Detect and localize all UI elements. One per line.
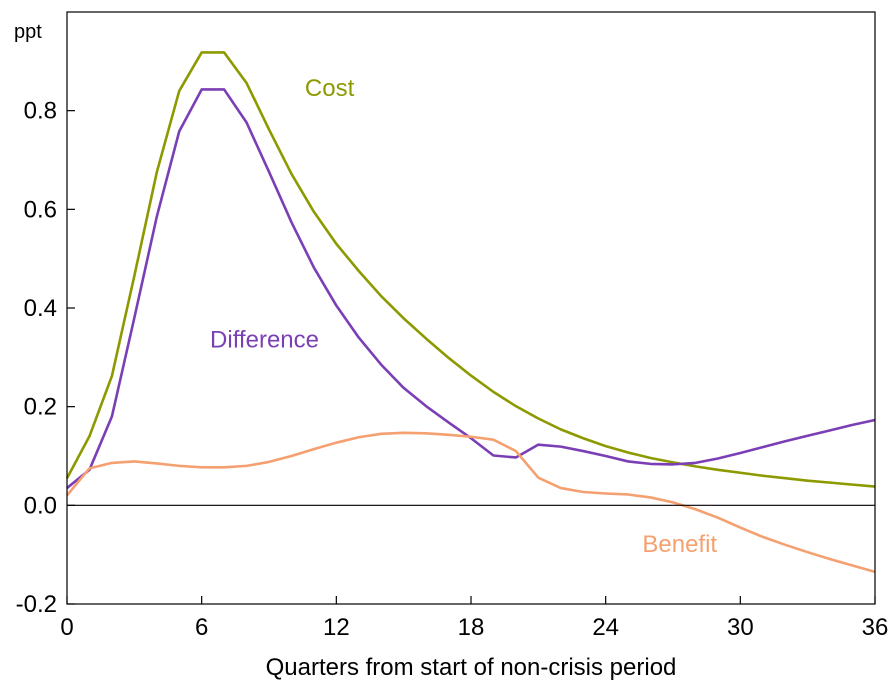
y-tick-label: 0.4 <box>24 295 57 322</box>
cost-series-label: Cost <box>305 75 355 102</box>
x-tick-label: 6 <box>195 614 208 641</box>
benefit-series-line <box>65 431 876 574</box>
y-tick-label: -0.2 <box>16 591 57 618</box>
x-tick-label: 18 <box>458 614 485 641</box>
x-tick-label: 24 <box>592 614 619 641</box>
x-tick-label: 30 <box>727 614 754 641</box>
y-unit-label: ppt <box>14 21 42 43</box>
x-axis-title: Quarters from start of non-crisis period <box>266 654 677 681</box>
series-layer <box>65 51 876 574</box>
y-tick-label: 0.2 <box>24 394 57 421</box>
series-labels: Cost Difference Benefit <box>210 75 717 558</box>
x-tick-label: 36 <box>862 614 889 641</box>
cost-series-line <box>65 51 876 488</box>
y-tick-label: 0.0 <box>24 492 57 519</box>
x-tick-label: 0 <box>60 614 73 641</box>
y-tick-label: 0.6 <box>24 196 57 223</box>
y-axis: -0.2 0.0 0.2 0.4 0.6 0.8 <box>16 98 75 618</box>
x-tick-label: 12 <box>323 614 350 641</box>
difference-series-label: Difference <box>210 326 319 353</box>
difference-series-line <box>66 88 876 490</box>
benefit-series-label: Benefit <box>642 531 717 558</box>
y-tick-label: 0.8 <box>24 98 57 125</box>
x-axis: 0 6 12 18 24 30 36 <box>60 596 888 641</box>
